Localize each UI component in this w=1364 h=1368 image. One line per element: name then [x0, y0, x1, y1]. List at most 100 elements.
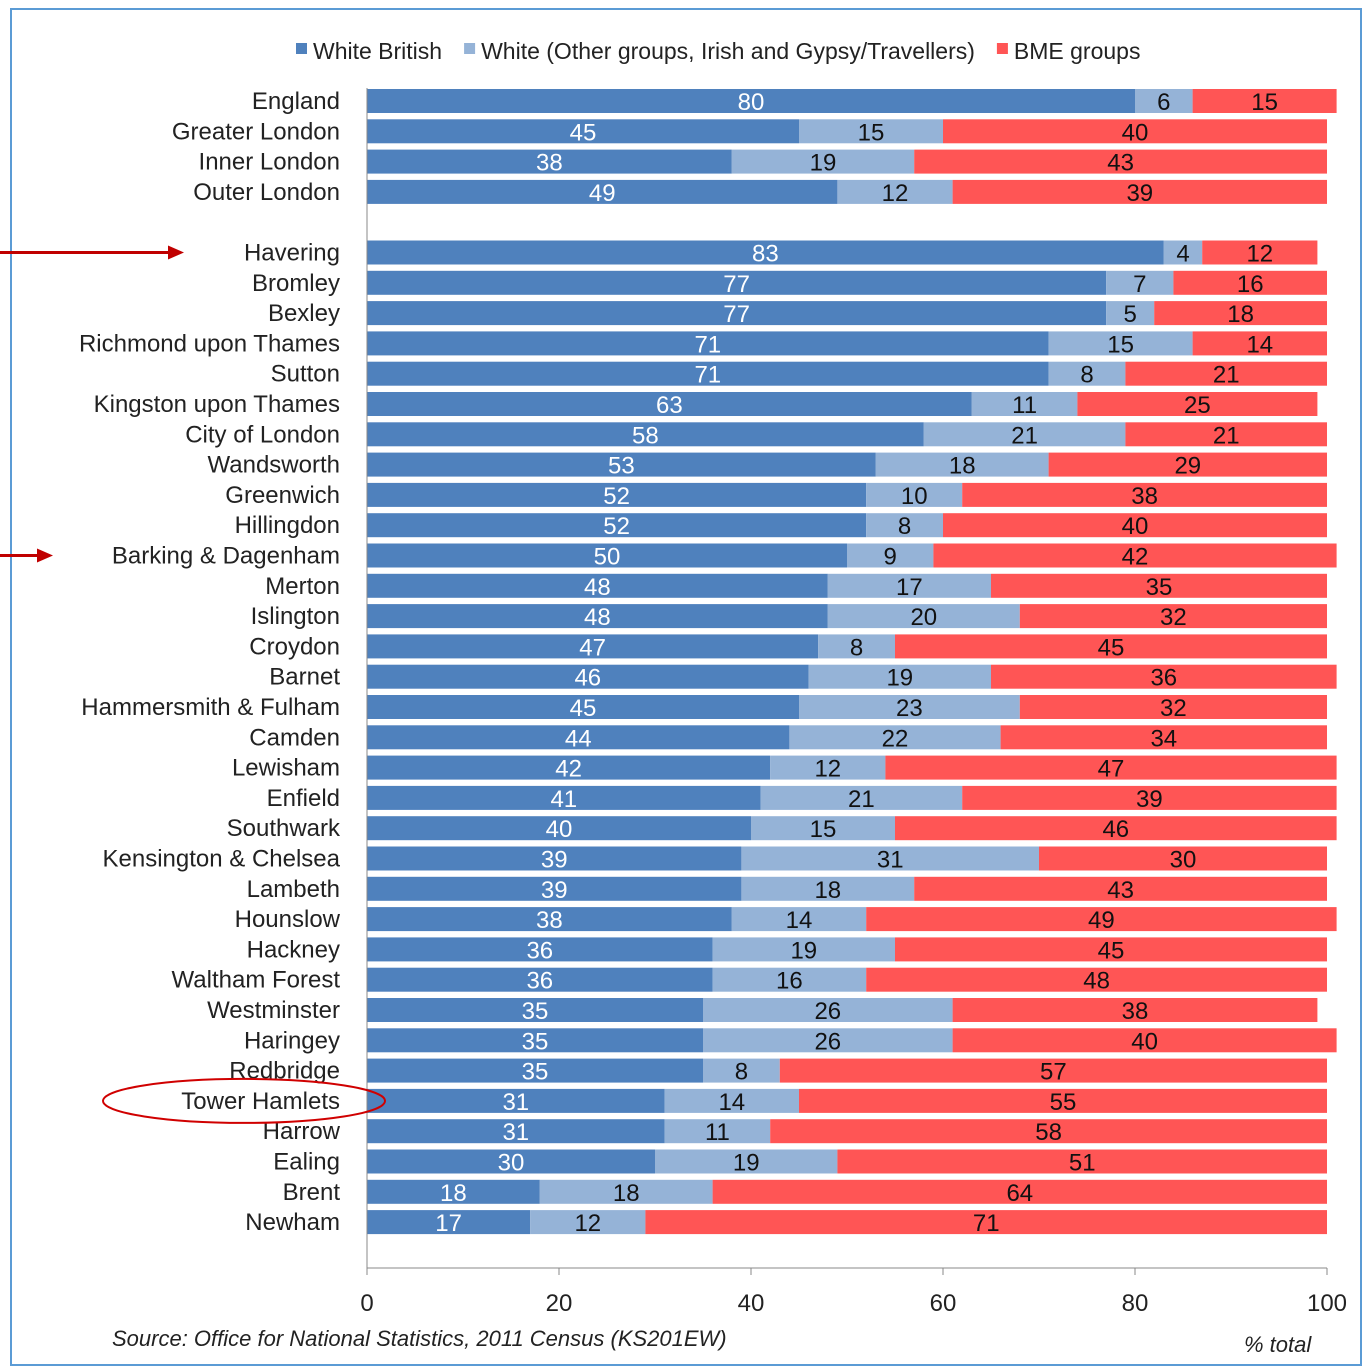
- data-label-bexley-white-other-groups-irish-and-gypsy-travellers: 5: [1124, 301, 1137, 328]
- data-label-redbridge-white-other-groups-irish-and-gypsy-travellers: 8: [735, 1059, 748, 1086]
- bar-enfield-white-other-groups-irish-and-gypsy-travellers: [760, 785, 963, 810]
- bar-enfield-bme-groups: [962, 785, 1337, 810]
- bar-camden-white-other-groups-irish-and-gypsy-travellers: [789, 725, 1001, 750]
- data-label-waltham-forest-white-other-groups-irish-and-gypsy-travellers: 16: [776, 968, 803, 995]
- data-label-kensington-and-chelsea-bme-groups: 30: [1170, 847, 1197, 874]
- bar-bromley-white-british: [367, 270, 1107, 295]
- data-label-kingston-upon-thames-white-british: 63: [656, 392, 683, 419]
- bar-bexley-white-other-groups-irish-and-gypsy-travellers: [1106, 301, 1155, 326]
- bar-harrow-bme-groups: [770, 1119, 1327, 1144]
- data-label-merton-bme-groups: 35: [1146, 574, 1173, 601]
- data-label-city-of-london-white-british: 58: [632, 422, 659, 449]
- data-label-brent-white-other-groups-irish-and-gypsy-travellers: 18: [613, 1180, 640, 1207]
- category-label-lewisham: Lewisham: [232, 755, 340, 782]
- data-label-hounslow-white-other-groups-irish-and-gypsy-travellers: 14: [786, 907, 813, 934]
- data-label-sutton-white-other-groups-irish-and-gypsy-travellers: 8: [1080, 362, 1093, 389]
- data-label-outer-london-bme-groups: 39: [1126, 180, 1153, 207]
- data-label-waltham-forest-white-british: 36: [526, 968, 553, 995]
- category-label-havering: Havering: [244, 240, 340, 267]
- bar-sutton-white-british: [367, 361, 1049, 386]
- data-label-bromley-white-other-groups-irish-and-gypsy-travellers: 7: [1133, 271, 1146, 298]
- data-label-city-of-london-bme-groups: 21: [1213, 422, 1240, 449]
- bar-wandsworth-bme-groups: [1048, 452, 1327, 477]
- data-label-bromley-bme-groups: 16: [1237, 271, 1264, 298]
- bar-sutton-white-other-groups-irish-and-gypsy-travellers: [1048, 361, 1126, 386]
- data-label-hammersmith-and-fulham-bme-groups: 32: [1160, 695, 1187, 722]
- category-label-islington: Islington: [251, 603, 340, 630]
- bar-croydon-white-other-groups-irish-and-gypsy-travellers: [818, 634, 895, 659]
- data-label-newham-white-british: 17: [435, 1210, 462, 1237]
- data-label-hackney-white-british: 36: [526, 937, 553, 964]
- bar-merton-bme-groups: [991, 573, 1327, 598]
- data-label-sutton-white-british: 71: [694, 362, 721, 389]
- data-label-england-bme-groups: 15: [1251, 89, 1278, 116]
- bar-hounslow-bme-groups: [866, 907, 1337, 932]
- data-label-richmond-upon-thames-white-british: 71: [694, 331, 721, 358]
- bar-greenwich-bme-groups: [962, 482, 1327, 507]
- data-label-haringey-white-british: 35: [522, 1028, 549, 1055]
- bar-greater-london-bme-groups: [943, 119, 1327, 144]
- x-tick-label-60: 60: [930, 1290, 957, 1317]
- data-label-hounslow-bme-groups: 49: [1088, 907, 1115, 934]
- data-label-city-of-london-white-other-groups-irish-and-gypsy-travellers: 21: [1011, 422, 1038, 449]
- bar-haringey-white-british: [367, 1028, 703, 1053]
- category-label-newham: Newham: [245, 1209, 340, 1236]
- data-label-england-white-other-groups-irish-and-gypsy-travellers: 6: [1157, 89, 1170, 116]
- category-label-tower-hamlets: Tower Hamlets: [181, 1088, 340, 1115]
- data-label-wandsworth-white-british: 53: [608, 453, 635, 480]
- data-label-croydon-white-british: 47: [579, 634, 606, 661]
- bar-waltham-forest-bme-groups: [866, 967, 1327, 992]
- bar-sutton-bme-groups: [1125, 361, 1327, 386]
- data-label-ealing-bme-groups: 51: [1069, 1150, 1096, 1177]
- bar-outer-london-bme-groups: [952, 179, 1327, 204]
- data-label-harrow-white-other-groups-irish-and-gypsy-travellers: 11: [705, 1119, 730, 1146]
- data-label-england-white-british: 80: [738, 89, 765, 116]
- bar-tower-hamlets-bme-groups: [799, 1088, 1327, 1113]
- category-label-westminster: Westminster: [207, 997, 340, 1024]
- bar-kensington-and-chelsea-white-other-groups-irish-and-gypsy-travellers: [741, 846, 1039, 871]
- bar-kingston-upon-thames-white-other-groups-irish-and-gypsy-travellers: [971, 392, 1078, 416]
- bar-city-of-london-white-british: [367, 422, 924, 447]
- data-label-greater-london-bme-groups: 40: [1122, 119, 1149, 146]
- bar-lewisham-white-british: [367, 755, 771, 780]
- category-label-bromley: Bromley: [252, 270, 340, 297]
- bar-city-of-london-bme-groups: [1125, 422, 1327, 447]
- data-label-camden-bme-groups: 34: [1150, 725, 1177, 752]
- bar-greenwich-white-other-groups-irish-and-gypsy-travellers: [866, 482, 963, 507]
- data-label-greenwich-bme-groups: 38: [1131, 483, 1158, 510]
- bar-hackney-white-british: [367, 937, 713, 962]
- bar-haringey-white-other-groups-irish-and-gypsy-travellers: [703, 1028, 953, 1053]
- category-label-city-of-london: City of London: [185, 421, 340, 448]
- x-tick-label-80: 80: [1122, 1290, 1149, 1317]
- bar-tower-hamlets-white-other-groups-irish-and-gypsy-travellers: [664, 1088, 799, 1113]
- data-label-camden-white-other-groups-irish-and-gypsy-travellers: 22: [882, 725, 909, 752]
- category-label-haringey: Haringey: [244, 1027, 340, 1054]
- chart-frame: [10, 8, 1362, 1366]
- category-label-barnet: Barnet: [269, 664, 340, 691]
- data-label-lewisham-white-other-groups-irish-and-gypsy-travellers: 12: [814, 756, 841, 783]
- data-label-wandsworth-white-other-groups-irish-and-gypsy-travellers: 18: [949, 453, 976, 480]
- data-label-croydon-bme-groups: 45: [1098, 634, 1125, 661]
- bar-lambeth-white-other-groups-irish-and-gypsy-travellers: [741, 876, 915, 901]
- data-label-hammersmith-and-fulham-white-british: 45: [570, 695, 597, 722]
- data-label-westminster-white-british: 35: [522, 998, 549, 1025]
- data-label-ealing-white-other-groups-irish-and-gypsy-travellers: 19: [733, 1150, 760, 1177]
- bar-hammersmith-and-fulham-white-other-groups-irish-and-gypsy-travellers: [799, 695, 1020, 719]
- data-label-bromley-white-british: 77: [723, 271, 750, 298]
- bar-redbridge-bme-groups: [779, 1058, 1327, 1083]
- bar-greater-london-white-other-groups-irish-and-gypsy-travellers: [799, 119, 943, 144]
- bar-hammersmith-and-fulham-bme-groups: [1019, 695, 1327, 719]
- bar-ealing-bme-groups: [837, 1149, 1327, 1174]
- x-tick-label-100: 100: [1307, 1290, 1347, 1317]
- data-label-barnet-bme-groups: 36: [1150, 665, 1177, 692]
- bar-westminster-white-british: [367, 998, 703, 1022]
- data-label-redbridge-bme-groups: 57: [1040, 1059, 1067, 1086]
- bar-hammersmith-and-fulham-white-british: [367, 695, 799, 719]
- bar-barnet-white-other-groups-irish-and-gypsy-travellers: [808, 664, 991, 689]
- data-label-haringey-white-other-groups-irish-and-gypsy-travellers: 26: [814, 1028, 841, 1055]
- bar-hounslow-white-other-groups-irish-and-gypsy-travellers: [731, 907, 867, 932]
- data-label-hillingdon-bme-groups: 40: [1122, 513, 1149, 540]
- data-label-lambeth-white-other-groups-irish-and-gypsy-travellers: 18: [814, 877, 841, 904]
- bar-england-white-british: [367, 89, 1135, 113]
- data-label-outer-london-white-other-groups-irish-and-gypsy-travellers: 12: [882, 180, 909, 207]
